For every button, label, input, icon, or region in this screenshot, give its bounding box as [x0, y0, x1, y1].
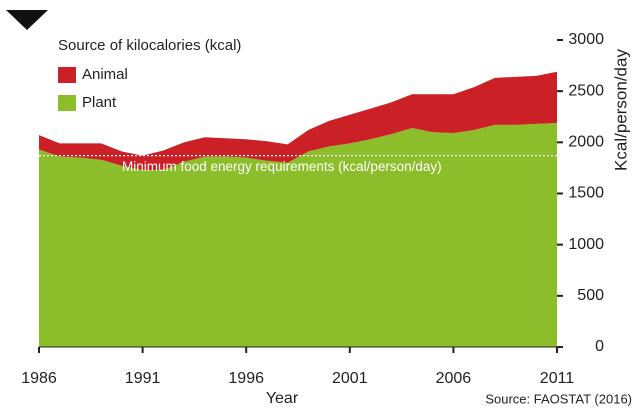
area-animal — [39, 71, 557, 170]
x-tick-label: 1996 — [228, 370, 264, 387]
x-tick-label: 2001 — [332, 370, 368, 387]
y-tick-label: 3000 — [568, 31, 604, 48]
legend-title: Source of kilocalories (kcal) — [58, 37, 241, 54]
legend-label: Animal — [82, 66, 128, 83]
annotation: Minimum food energy requirements (kcal/p… — [122, 159, 442, 174]
x-tick-label: 1991 — [125, 370, 161, 387]
y-tick-label: 2500 — [568, 82, 604, 99]
corner-triangle — [6, 10, 48, 30]
legend-swatch — [58, 67, 76, 83]
x-tick-label: 2011 — [540, 370, 575, 387]
y-tick-label: 2000 — [568, 134, 604, 151]
x-tick-label: 1986 — [21, 370, 57, 387]
area-plant — [39, 122, 557, 347]
x-axis-label: Year — [266, 390, 299, 407]
y-tick-label: 1500 — [568, 185, 604, 202]
y-tick-label: 500 — [577, 287, 604, 304]
y-tick-label: 0 — [595, 338, 604, 355]
source: Source: FAOSTAT (2016) — [485, 391, 632, 406]
y-tick-label: 1000 — [568, 236, 604, 253]
x-tick-label: 2006 — [436, 370, 472, 387]
legend-label: Plant — [82, 94, 117, 111]
legend-swatch — [58, 95, 76, 111]
y-axis-label: Kcal/person/day — [611, 49, 630, 171]
